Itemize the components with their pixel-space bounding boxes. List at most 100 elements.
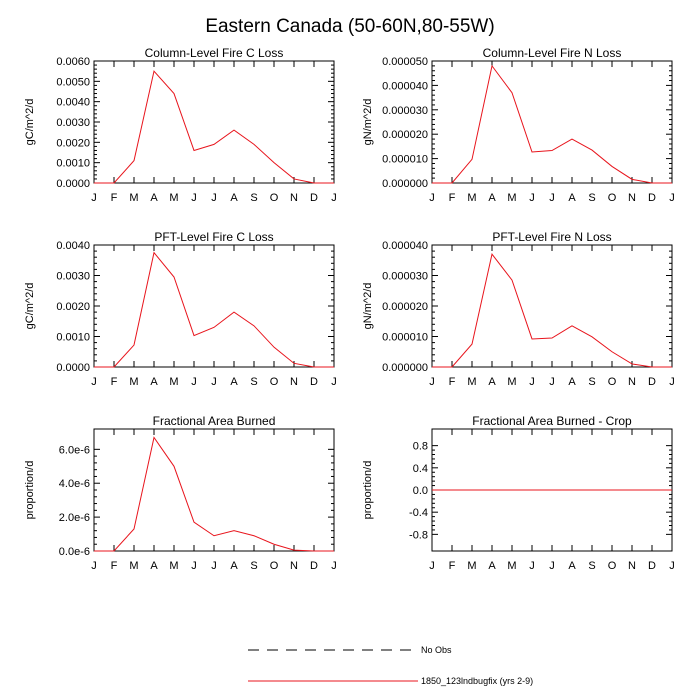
x-tick-label: A (568, 376, 576, 388)
x-tick-label: J (429, 376, 435, 388)
x-tick-label: F (111, 192, 118, 204)
x-tick-label: J (191, 192, 197, 204)
legend-label-series: 1850_123lndbugfix (yrs 2-9) (421, 676, 533, 686)
x-tick-label: A (230, 560, 238, 572)
y-tick-label: 0.000030 (382, 105, 428, 117)
x-tick-label: S (588, 192, 595, 204)
x-tick-label: O (270, 192, 279, 204)
y-tick-label: 0.0020 (56, 301, 90, 313)
x-tick-label: J (331, 192, 337, 204)
y-tick-label: 0.0000 (56, 178, 90, 190)
y-tick-label: 0.000010 (382, 332, 428, 344)
x-tick-label: M (169, 376, 178, 388)
y-axis-label: proportion/d (362, 461, 374, 520)
x-tick-label: N (628, 376, 636, 388)
y-tick-label: -0.4 (409, 507, 428, 519)
y-tick-label: 4.0e-6 (59, 478, 90, 490)
x-tick-label: M (169, 560, 178, 572)
x-tick-label: F (111, 560, 118, 572)
x-tick-label: S (250, 376, 257, 388)
y-tick-label: 0.0010 (56, 332, 90, 344)
y-tick-label: 0.8 (413, 441, 428, 453)
x-tick-label: M (507, 376, 516, 388)
x-tick-label: D (648, 376, 656, 388)
legend-label-no-obs: No Obs (421, 645, 452, 655)
y-tick-label: 0.0010 (56, 158, 90, 170)
y-tick-label: 0.000020 (382, 129, 428, 141)
x-tick-label: M (507, 192, 516, 204)
x-tick-label: A (150, 376, 158, 388)
x-tick-label: A (568, 192, 576, 204)
y-tick-label: 0.0 (413, 485, 428, 497)
y-tick-label: 0.000040 (382, 80, 428, 92)
panel-title: PFT-Level Fire N Loss (492, 230, 611, 244)
y-tick-label: 0.0030 (56, 117, 90, 129)
x-tick-label: S (588, 376, 595, 388)
x-tick-label: N (290, 192, 298, 204)
y-tick-label: 6.0e-6 (59, 444, 90, 456)
panel-title: PFT-Level Fire C Loss (154, 230, 273, 244)
x-tick-label: N (290, 376, 298, 388)
panel-column-fire-n-loss: Column-Level Fire N Loss gN/m^2/d 0.000000… (362, 46, 675, 204)
panel-title: Fractional Area Burned (153, 414, 276, 428)
y-tick-label: 0.0000 (56, 362, 90, 374)
x-tick-label: J (529, 376, 535, 388)
x-tick-label: J (331, 560, 337, 572)
panel-fractional-area-burned-crop: Fractional Area Burned - Crop proportion/… (362, 414, 675, 572)
y-tick-label: 0.0050 (56, 76, 90, 88)
x-tick-label: J (91, 192, 97, 204)
x-tick-label: J (91, 560, 97, 572)
y-tick-label: 0.000000 (382, 362, 428, 374)
x-tick-label: J (549, 376, 555, 388)
x-tick-label: O (608, 560, 617, 572)
x-tick-label: J (429, 560, 435, 572)
y-tick-label: 0.0e-6 (59, 546, 90, 558)
x-tick-label: J (211, 560, 217, 572)
x-tick-label: M (467, 192, 476, 204)
x-tick-label: A (488, 192, 496, 204)
x-tick-label: J (331, 376, 337, 388)
x-tick-label: J (429, 192, 435, 204)
y-tick-label: 0.4 (413, 463, 428, 475)
x-tick-label: M (169, 192, 178, 204)
x-tick-label: O (270, 376, 279, 388)
x-tick-label: J (191, 560, 197, 572)
x-tick-label: F (449, 376, 456, 388)
x-tick-label: J (211, 376, 217, 388)
y-axis-label: gC/m^2/d (24, 99, 36, 146)
figure-title: Eastern Canada (50-60N,80-55W) (205, 16, 494, 37)
panel-title: Column-Level Fire C Loss (145, 46, 284, 60)
panel-pft-fire-c-loss: PFT-Level Fire C Loss gC/m^2/d 0.0000 0.001… (24, 230, 337, 388)
y-tick-label: 0.0040 (56, 97, 90, 109)
x-tick-label: A (230, 192, 238, 204)
x-tick-label: J (549, 192, 555, 204)
x-tick-label: O (270, 560, 279, 572)
x-tick-label: A (568, 560, 576, 572)
x-tick-label: N (628, 560, 636, 572)
x-tick-label: A (230, 376, 238, 388)
x-tick-label: N (628, 192, 636, 204)
x-tick-label: J (669, 192, 675, 204)
y-tick-label: 0.000050 (382, 56, 428, 68)
x-tick-label: O (608, 376, 617, 388)
panel-column-fire-c-loss: Column-Level Fire C Loss gC/m^2/d 0.0000 0.… (24, 46, 337, 204)
x-tick-label: A (488, 376, 496, 388)
legend: No Obs 1850_123lndbugfix (yrs 2-9) (248, 645, 533, 686)
panel-title: Column-Level Fire N Loss (483, 46, 622, 60)
y-tick-label: 2.0e-6 (59, 512, 90, 524)
x-tick-label: S (588, 560, 595, 572)
x-tick-label: J (669, 376, 675, 388)
y-tick-label: 0.000010 (382, 154, 428, 166)
y-tick-label: 0.0020 (56, 137, 90, 149)
x-tick-label: M (467, 560, 476, 572)
y-tick-label: 0.0040 (56, 240, 90, 252)
x-tick-label: J (529, 192, 535, 204)
x-tick-label: S (250, 192, 257, 204)
y-axis-label: gN/m^2/d (362, 283, 374, 330)
x-tick-label: M (129, 560, 138, 572)
x-tick-label: F (449, 560, 456, 572)
x-tick-label: D (648, 192, 656, 204)
x-tick-label: D (648, 560, 656, 572)
